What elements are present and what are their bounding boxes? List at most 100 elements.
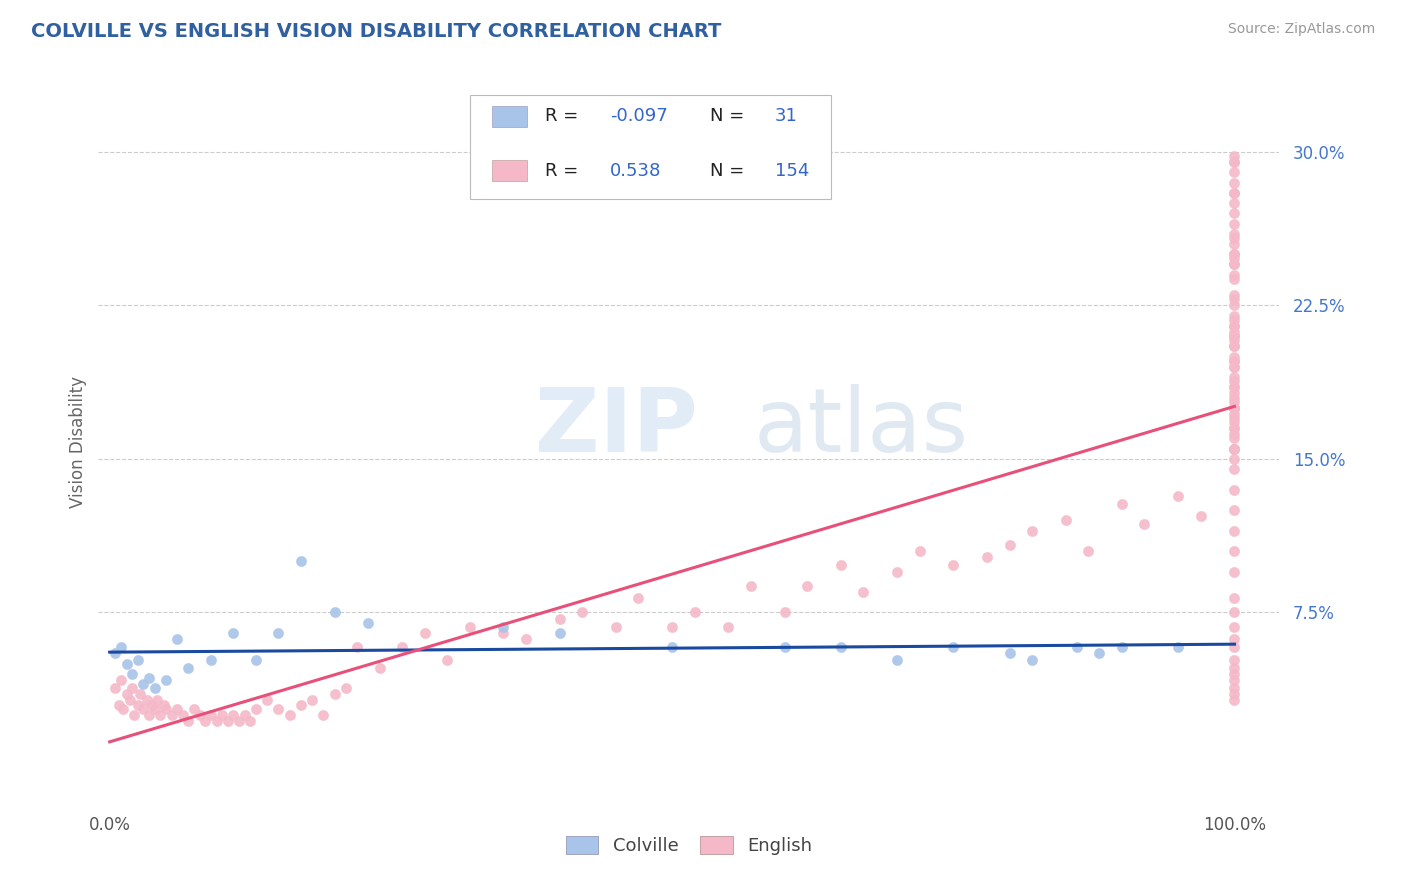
- Point: [1223, 325, 1246, 339]
- Point: [683, 606, 706, 620]
- Point: [830, 640, 852, 655]
- Point: [110, 640, 132, 655]
- Point: [129, 687, 152, 701]
- Point: [1223, 329, 1246, 343]
- Point: [118, 693, 141, 707]
- Point: [1223, 374, 1246, 388]
- Point: [107, 698, 129, 712]
- Point: [1223, 544, 1246, 558]
- Point: [256, 693, 278, 707]
- Point: [1066, 640, 1088, 655]
- Point: [1223, 673, 1246, 687]
- Point: [1223, 268, 1246, 282]
- Point: [1223, 165, 1246, 179]
- Text: 0.538: 0.538: [610, 161, 661, 179]
- Y-axis label: Vision Disability: Vision Disability: [69, 376, 87, 508]
- Point: [104, 681, 127, 696]
- Point: [1223, 693, 1246, 707]
- Point: [1223, 432, 1246, 446]
- Point: [1223, 353, 1246, 368]
- Point: [1223, 217, 1246, 231]
- Point: [1223, 339, 1246, 353]
- Point: [1223, 452, 1246, 467]
- Point: [335, 681, 357, 696]
- Point: [166, 701, 188, 715]
- Point: [1223, 309, 1246, 323]
- Point: [796, 579, 818, 593]
- Point: [1054, 513, 1077, 527]
- Point: [222, 707, 245, 722]
- Point: [1223, 247, 1246, 261]
- Point: [217, 714, 239, 728]
- Point: [1167, 489, 1189, 503]
- Point: [138, 707, 160, 722]
- Text: N =: N =: [710, 107, 751, 126]
- Point: [177, 714, 200, 728]
- Point: [301, 693, 323, 707]
- Point: [1223, 359, 1246, 374]
- Point: [773, 640, 796, 655]
- Point: [228, 714, 250, 728]
- Point: [1223, 353, 1246, 368]
- Point: [1223, 666, 1246, 681]
- Point: [1223, 442, 1246, 456]
- Point: [740, 579, 762, 593]
- Point: [571, 606, 593, 620]
- Point: [1223, 632, 1246, 646]
- Point: [172, 707, 194, 722]
- Point: [1223, 333, 1246, 347]
- Point: [132, 677, 155, 691]
- Point: [886, 565, 908, 579]
- Point: [1133, 517, 1156, 532]
- Point: [515, 632, 537, 646]
- Point: [717, 620, 740, 634]
- Point: [492, 620, 515, 634]
- Point: [1223, 155, 1246, 169]
- Point: [141, 698, 163, 712]
- Point: [1223, 407, 1246, 421]
- Point: [188, 707, 211, 722]
- Point: [155, 701, 177, 715]
- Point: [1223, 231, 1246, 245]
- Point: [1223, 415, 1246, 429]
- Text: atlas: atlas: [754, 384, 969, 471]
- Point: [200, 652, 222, 666]
- Point: [124, 707, 146, 722]
- Point: [1223, 391, 1246, 405]
- Point: [852, 585, 875, 599]
- Point: [773, 606, 796, 620]
- Text: 31: 31: [775, 107, 799, 126]
- Point: [1223, 640, 1246, 655]
- Point: [149, 707, 172, 722]
- Point: [267, 626, 290, 640]
- Point: [312, 707, 335, 722]
- Point: [121, 681, 143, 696]
- Point: [1223, 227, 1246, 241]
- Point: [104, 646, 127, 660]
- Point: [1223, 247, 1246, 261]
- Point: [152, 698, 174, 712]
- Point: [391, 640, 413, 655]
- Point: [458, 620, 481, 634]
- Point: [245, 701, 267, 715]
- Point: [222, 626, 245, 640]
- Point: [138, 671, 160, 685]
- Point: [1223, 411, 1246, 425]
- Point: [605, 620, 627, 634]
- Point: [942, 640, 965, 655]
- Point: [1223, 370, 1246, 384]
- Point: [1111, 640, 1133, 655]
- FancyBboxPatch shape: [492, 160, 527, 181]
- Legend: Colville, English: Colville, English: [555, 825, 823, 866]
- Point: [830, 558, 852, 573]
- Point: [346, 640, 368, 655]
- Point: [1223, 380, 1246, 394]
- Point: [1223, 401, 1246, 415]
- Point: [1223, 155, 1246, 169]
- Point: [323, 606, 346, 620]
- Point: [1189, 509, 1212, 524]
- Point: [155, 673, 177, 687]
- Point: [233, 707, 256, 722]
- Point: [1223, 427, 1246, 442]
- Point: [1223, 394, 1246, 409]
